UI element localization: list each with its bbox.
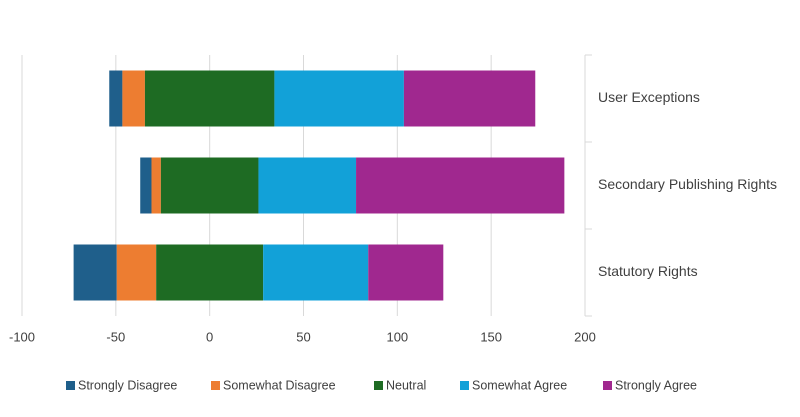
x-tick-label: 200 xyxy=(574,329,596,344)
bar-segment xyxy=(140,157,152,214)
category-label: User Exceptions xyxy=(598,89,700,105)
bar-segment xyxy=(160,157,259,214)
legend-label: Strongly Agree xyxy=(615,378,697,392)
bar-segment xyxy=(258,157,357,214)
legend-swatch xyxy=(211,381,220,390)
legend-label: Somewhat Disagree xyxy=(223,378,336,392)
legend-swatch xyxy=(460,381,469,390)
x-tick-label: -50 xyxy=(106,329,125,344)
legend-label: Strongly Disagree xyxy=(78,378,177,392)
category-label: Statutory Rights xyxy=(598,263,698,279)
bar-segment xyxy=(368,244,444,301)
bar-segment xyxy=(144,70,275,127)
bar-segment xyxy=(156,244,264,301)
bar-segment xyxy=(403,70,536,127)
x-tick-label: 0 xyxy=(206,329,213,344)
bar-segment xyxy=(73,244,117,301)
legend-label: Somewhat Agree xyxy=(472,378,567,392)
bar-segment xyxy=(263,244,369,301)
bar-segment xyxy=(274,70,404,127)
category-label: Secondary Publishing Rights xyxy=(598,176,777,192)
legend-swatch xyxy=(603,381,612,390)
x-tick-label: 100 xyxy=(386,329,408,344)
bar-segment xyxy=(356,157,565,214)
legend-swatch xyxy=(66,381,75,390)
bar-segment xyxy=(116,244,157,301)
bar-segment xyxy=(122,70,145,127)
x-tick-label: -100 xyxy=(9,329,35,344)
x-tick-label: 150 xyxy=(480,329,502,344)
x-tick-label: 50 xyxy=(296,329,310,344)
bar-segment xyxy=(109,70,123,127)
legend-swatch xyxy=(374,381,383,390)
legend-label: Neutral xyxy=(386,378,426,392)
bar-segment xyxy=(151,157,161,214)
